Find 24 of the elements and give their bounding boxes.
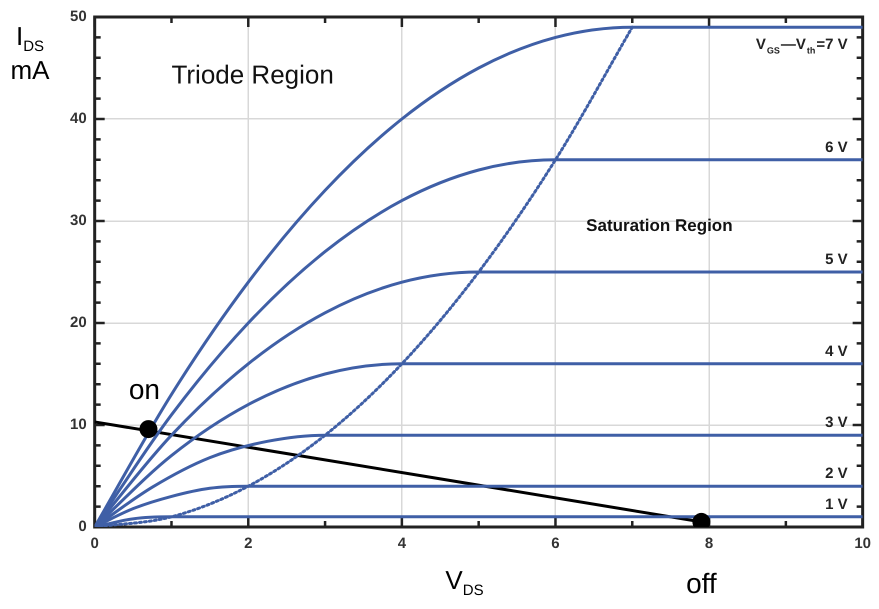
- series-label: 1 V: [825, 496, 848, 513]
- y-tick-label: 0: [78, 518, 87, 536]
- y-tick-label: 30: [70, 212, 87, 230]
- y-tick-label: 20: [70, 314, 87, 332]
- y-tick-label: 40: [70, 110, 87, 128]
- annotation: Saturation Region: [586, 216, 733, 236]
- y-tick-label: 50: [70, 8, 87, 26]
- x-tick-label: 0: [90, 535, 99, 552]
- x-tick-label: 4: [398, 535, 407, 552]
- annotation: on: [128, 374, 160, 406]
- series-label: 6 V: [825, 138, 848, 156]
- x-tick-label: 6: [551, 535, 560, 552]
- x-tick-label: 2: [244, 535, 252, 552]
- annotation: off: [686, 568, 717, 599]
- x-tick-label: 8: [704, 535, 714, 552]
- series-label: 3 V: [825, 414, 848, 432]
- x-axis-title: V$_{DS}$: [445, 565, 484, 600]
- series-label: 4 V: [825, 342, 848, 360]
- y-axis-title: I$_{DS}$ mA: [10, 21, 50, 85]
- annotation: Triode Region: [171, 59, 334, 90]
- y-tick-label: 10: [70, 416, 87, 434]
- x-tick-label: 10: [854, 535, 871, 552]
- series-label: 5 V: [825, 251, 848, 268]
- series-label: 2 V: [825, 465, 848, 482]
